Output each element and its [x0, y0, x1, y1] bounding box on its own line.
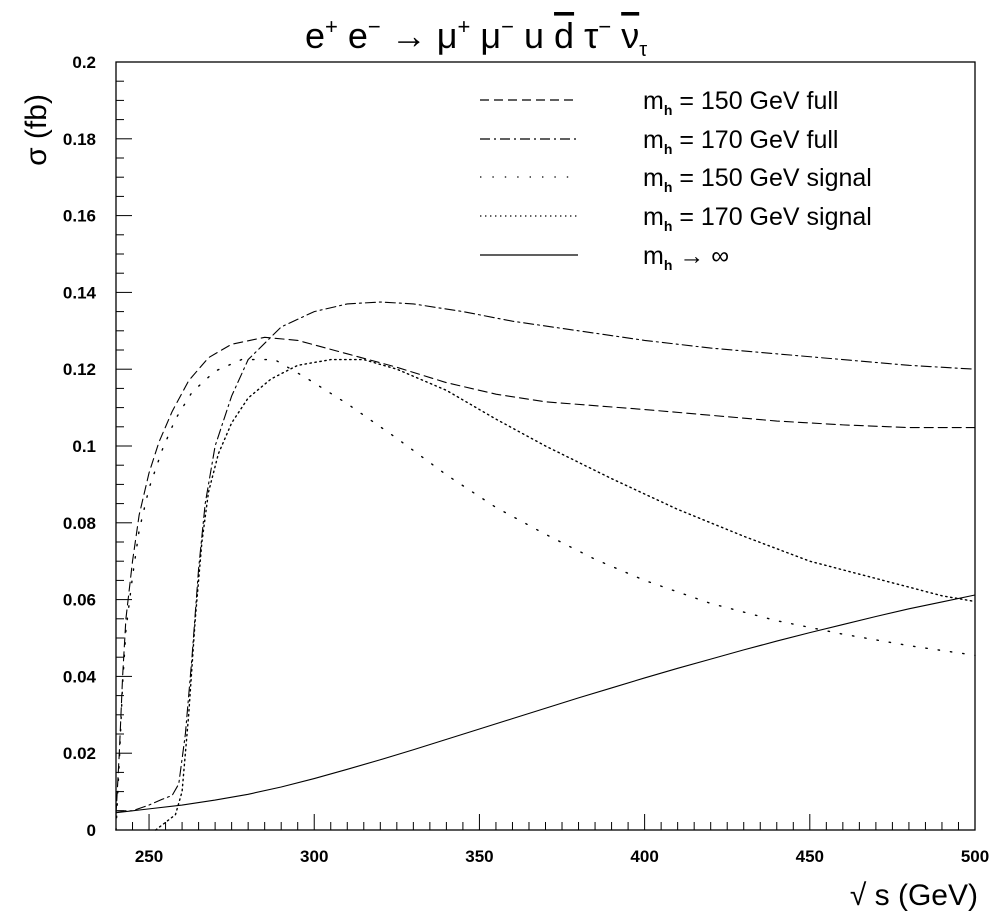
legend-label-sub: h: [664, 141, 673, 157]
data-curves: [115, 301, 976, 831]
title-part: μ: [470, 15, 501, 56]
x-tick-label: 400: [630, 847, 658, 866]
x-tick-label: 250: [135, 847, 163, 866]
title-part: +: [325, 14, 338, 39]
x-axis-title: √ s (GeV): [850, 879, 978, 912]
series-line: [115, 301, 976, 812]
legend-label-sub: h: [664, 218, 673, 234]
title-part: [611, 15, 621, 56]
title-part: d: [554, 15, 574, 56]
title-part: μ: [437, 15, 458, 56]
y-tick-label: 0.12: [63, 360, 96, 379]
y-tick-label: 0.06: [63, 591, 96, 610]
legend-label-main: m: [643, 126, 664, 154]
legend-label-main: m: [643, 164, 664, 192]
title-part: −: [501, 14, 514, 39]
title-part: τ: [639, 39, 647, 61]
legend-label-main: m: [643, 242, 664, 270]
y-tick-label: 0.04: [63, 667, 97, 686]
title-part: +: [458, 14, 471, 39]
legend-label-rest: → ∞: [672, 242, 729, 270]
legend-label-main: m: [643, 203, 664, 231]
title-part: ν: [621, 15, 639, 56]
legend-label: mh = 170 GeV signal: [643, 203, 872, 234]
y-tick-labels: 0 0.02 0.04 0.06 0.08 0.1 0.12 0.14 0.16 0.18 0.2: [63, 53, 97, 840]
series-line: [154, 358, 976, 831]
y-tick-label: 0.14: [63, 283, 97, 302]
y-tick-label: 0.18: [63, 130, 96, 149]
title-part: e: [305, 15, 325, 56]
title-part: −: [368, 14, 381, 39]
series-line: [115, 336, 976, 816]
legend-label: mh = 150 GeV signal: [643, 164, 872, 195]
y-tick-label: 0.1: [72, 437, 96, 456]
title-part: u: [514, 15, 554, 56]
series-line: [115, 594, 976, 814]
legend-label-rest: = 150 GeV full: [672, 87, 838, 115]
y-tick-label: 0.02: [63, 744, 96, 763]
legend-label-sub: h: [664, 257, 673, 273]
y-tick-label: 0.08: [63, 514, 96, 533]
title-part: e: [338, 15, 368, 56]
x-tick-labels: 250 300 350 400 450 500: [135, 847, 989, 866]
legend-label: mh = 170 GeV full: [643, 126, 838, 157]
y-tick-label: 0.2: [72, 53, 96, 72]
legend-label: mh → ∞: [643, 242, 729, 273]
axis-ticks: [115, 61, 976, 831]
x-tick-label: 500: [961, 847, 989, 866]
legend-label-main: m: [643, 87, 664, 115]
x-tick-label: 300: [300, 847, 328, 866]
legend-label-rest: = 150 GeV signal: [672, 164, 871, 192]
y-axis-title: σ (fb): [20, 94, 53, 166]
y-tick-label: 0: [87, 821, 96, 840]
chart-title: e+ e− → μ+ μ− u d τ− ντ: [305, 14, 647, 61]
x-tick-label: 350: [465, 847, 493, 866]
legend-label: mh = 150 GeV full: [643, 87, 838, 118]
legend-label-sub: h: [664, 102, 673, 118]
legend-label-rest: = 170 GeV full: [672, 126, 838, 154]
series-line: [115, 358, 976, 831]
legend-label-sub: h: [664, 179, 673, 195]
x-tick-label: 450: [796, 847, 824, 866]
title-part: −: [598, 14, 611, 39]
legend-label-rest: = 170 GeV signal: [672, 203, 871, 231]
title-part: τ: [574, 15, 598, 56]
y-tick-label: 0.16: [63, 207, 96, 226]
title-part: →: [381, 15, 437, 56]
